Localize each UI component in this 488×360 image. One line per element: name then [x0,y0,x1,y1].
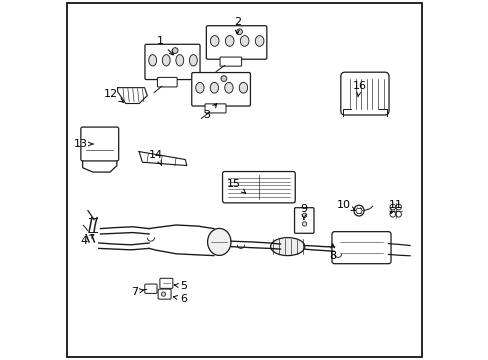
Ellipse shape [162,55,170,66]
Text: 16: 16 [352,81,366,97]
FancyBboxPatch shape [144,44,200,80]
FancyBboxPatch shape [157,77,177,87]
Circle shape [236,29,242,35]
Ellipse shape [207,229,230,256]
FancyBboxPatch shape [206,26,266,59]
Text: 14: 14 [149,150,163,165]
FancyBboxPatch shape [158,289,171,299]
Text: 12: 12 [104,89,123,102]
Text: 7: 7 [131,287,143,297]
Circle shape [161,292,165,296]
Ellipse shape [225,36,234,46]
Ellipse shape [148,55,156,66]
Text: 6: 6 [173,294,186,304]
Ellipse shape [255,36,264,46]
FancyBboxPatch shape [81,127,119,161]
Ellipse shape [240,36,248,46]
Circle shape [221,76,226,81]
Text: 15: 15 [226,179,245,193]
FancyBboxPatch shape [294,208,313,233]
Ellipse shape [210,36,219,46]
Text: 5: 5 [174,281,186,291]
Ellipse shape [224,82,233,93]
Text: 8: 8 [328,244,336,261]
Ellipse shape [210,82,218,93]
Text: 2: 2 [233,17,241,34]
Text: 13: 13 [74,139,93,149]
Circle shape [302,213,306,217]
FancyBboxPatch shape [340,72,388,115]
FancyBboxPatch shape [144,284,157,293]
Ellipse shape [189,55,197,66]
Circle shape [389,211,395,217]
Circle shape [172,48,178,54]
Text: 11: 11 [388,200,402,213]
Circle shape [302,222,306,226]
Ellipse shape [270,238,304,256]
Ellipse shape [176,55,183,66]
Circle shape [395,211,401,217]
Circle shape [395,204,401,210]
FancyBboxPatch shape [160,278,172,288]
Text: 10: 10 [336,200,355,211]
Ellipse shape [195,82,203,93]
FancyBboxPatch shape [220,57,241,66]
Text: 3: 3 [203,104,216,120]
Text: 4: 4 [81,234,94,246]
Text: 9: 9 [300,204,307,219]
Text: 1: 1 [156,36,173,55]
Ellipse shape [353,205,363,216]
FancyBboxPatch shape [331,232,390,264]
FancyBboxPatch shape [222,172,295,203]
FancyBboxPatch shape [191,73,250,106]
Circle shape [389,204,395,210]
FancyBboxPatch shape [204,104,225,113]
Ellipse shape [239,82,247,93]
